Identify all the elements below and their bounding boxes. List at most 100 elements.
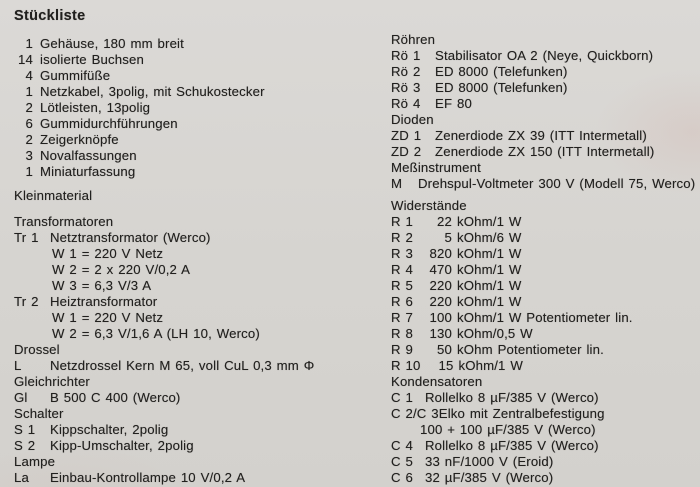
capacitor-row: C 6 32 µF/385 V (Werco)	[391, 470, 697, 486]
component-ref: Tr 2	[14, 294, 39, 309]
component-ref: C 4	[391, 438, 413, 453]
resistor-unit: kOhm/1 W	[457, 278, 522, 293]
part-row: 1 Gehäuse, 180 mm breit	[14, 36, 382, 52]
component-ref: R 2	[391, 230, 413, 245]
component-ref: S 2	[14, 438, 36, 453]
section-heading-schalter: Schalter	[14, 406, 64, 421]
component-ref: R 6	[391, 294, 413, 309]
page-title: Stückliste	[14, 8, 86, 24]
resistor-value: 50	[437, 342, 452, 357]
part-qty: 2	[25, 100, 33, 115]
resistor-row: R 1 22 kOhm/1 W	[391, 214, 697, 230]
part-name: Gummifüße	[40, 68, 111, 83]
resistor-row: R 2 5 kOhm/6 W	[391, 230, 697, 246]
component-desc: Heiztransformator	[50, 294, 158, 309]
section-heading-kondensatoren: Kondensatoren	[391, 374, 483, 389]
component-desc: Kipp-Umschalter, 2polig	[50, 438, 194, 453]
part-qty: 6	[25, 116, 33, 131]
component-ref: C 5	[391, 454, 413, 469]
resistor-value: 470	[429, 262, 452, 277]
winding-spec: W 1 = 220 V Netz	[52, 246, 164, 261]
component-desc: Zenerdiode ZX 39 (ITT Intermetall)	[435, 128, 647, 143]
component-ref: R 1	[391, 214, 413, 229]
component-desc: ED 8000 (Telefunken)	[435, 64, 568, 79]
section-heading-transformatoren: Transformatoren	[14, 214, 114, 229]
part-name: Novalfassungen	[40, 148, 137, 163]
resistor-value: 820	[429, 246, 452, 261]
component-ref: L	[14, 358, 22, 373]
part-qty: 3	[25, 148, 33, 163]
capacitor-row: C 1 Rollelko 8 µF/385 V (Werco)	[391, 390, 697, 406]
component-ref: C 1	[391, 390, 413, 405]
component-ref: R 8	[391, 326, 413, 341]
tube-row: Rö 3 ED 8000 (Telefunken)	[391, 80, 697, 96]
part-row: 6 Gummidurchführungen	[14, 116, 382, 132]
part-name: Lötleisten, 13polig	[40, 100, 151, 115]
capacitor-row-continuation: 100 + 100 µF/385 V (Werco)	[420, 422, 596, 437]
section-heading-dioden: Dioden	[391, 112, 434, 127]
resistor-value: 15	[438, 358, 454, 373]
winding-spec: W 2 = 6,3 V/1,6 A (LH 10, Werco)	[52, 326, 260, 341]
component-ref: La	[14, 470, 29, 485]
component-ref: C 6	[391, 470, 413, 485]
winding-spec: W 3 = 6,3 V/3 A	[52, 278, 152, 293]
component-desc: Einbau-Kontrollampe 10 V/0,2 A	[50, 470, 246, 485]
component-desc: Zenerdiode ZX 150 (ITT Intermetall)	[435, 144, 655, 159]
component-ref: R 9	[391, 342, 413, 357]
resistor-row: R 3 820 kOhm/1 W	[391, 246, 697, 262]
resistor-value: 100	[429, 310, 452, 325]
component-desc: Stabilisator OA 2 (Neye, Quickborn)	[435, 48, 654, 63]
part-row: 1 Miniaturfassung	[14, 164, 382, 180]
resistor-unit: kOhm/1 W	[457, 294, 522, 309]
resistor-unit: kOhm/1 W	[457, 214, 522, 229]
part-qty: 4	[25, 68, 33, 83]
resistor-value: 5	[444, 230, 452, 245]
resistor-row: R 9 50 kOhm Potentiometer lin.	[391, 342, 697, 358]
tube-row: Rö 4 EF 80	[391, 96, 697, 112]
component-ref: C 2/C 3	[391, 406, 439, 421]
component-ref: R 5	[391, 278, 413, 293]
part-name: Zeigerknöpfe	[40, 132, 119, 147]
part-qty: 1	[25, 84, 33, 99]
part-row: 2 Zeigerknöpfe	[14, 132, 382, 148]
part-row: 14 isolierte Buchsen	[14, 52, 382, 68]
tube-row: Rö 2 ED 8000 (Telefunken)	[391, 64, 697, 80]
left-column: Stückliste 1 Gehäuse, 180 mm breit 14 isol…	[14, 8, 382, 486]
part-row: 2 Lötleisten, 13polig	[14, 100, 382, 116]
part-qty: 2	[25, 132, 33, 147]
part-name: Netzkabel, 3polig, mit Schukostecker	[40, 84, 265, 99]
part-qty: 1	[25, 36, 33, 51]
choke-row: L Netzdrossel Kern M 65, voll CuL 0,3 mm …	[14, 358, 382, 374]
component-desc: Netztransformator (Werco)	[50, 230, 211, 245]
component-desc: EF 80	[435, 96, 472, 111]
resistor-row: R 6 220 kOhm/1 W	[391, 294, 697, 310]
component-desc: Rollelko 8 µF/385 V (Werco)	[425, 390, 599, 405]
tube-row: Rö 1 Stabilisator OA 2 (Neye, Quickborn)	[391, 48, 697, 64]
capacitor-row: C 2/C 3Elko mit Zentralbefestigung	[391, 406, 697, 422]
resistor-unit: kOhm/1 W	[458, 358, 523, 373]
switch-row: S 2 Kipp-Umschalter, 2polig	[14, 438, 382, 454]
part-qty: 1	[25, 164, 33, 179]
component-desc: 32 µF/385 V (Werco)	[425, 470, 554, 485]
component-desc: Netzdrossel Kern M 65, voll CuL 0,3 mm Φ	[50, 358, 315, 373]
section-heading-lampe: Lampe	[14, 454, 56, 469]
part-name: Gehäuse, 180 mm breit	[40, 36, 184, 51]
resistor-unit: kOhm/1 W Potentiometer lin.	[457, 310, 633, 325]
section-heading-gleichrichter: Gleichrichter	[14, 374, 90, 389]
winding-spec: W 1 = 220 V Netz	[52, 310, 164, 325]
component-desc: Elko mit Zentralbefestigung	[438, 406, 605, 421]
winding-spec: W 2 = 2 x 220 V/0,2 A	[52, 262, 191, 277]
resistor-row: R 10 15 kOhm/1 W	[391, 358, 697, 374]
component-ref: Tr 1	[14, 230, 39, 245]
rectifier-row: Gl B 500 C 400 (Werco)	[14, 390, 382, 406]
component-ref: Gl	[14, 390, 28, 405]
transformer-row: Tr 2 Heiztransformator	[14, 294, 382, 310]
resistor-value: 220	[429, 278, 452, 293]
component-ref: S 1	[14, 422, 36, 437]
part-name: isolierte Buchsen	[40, 52, 144, 67]
component-ref: M	[391, 176, 403, 191]
capacitor-row: C 5 33 nF/1000 V (Eroid)	[391, 454, 697, 470]
parts-list: 1 Gehäuse, 180 mm breit 14 isolierte Buchs…	[14, 36, 382, 180]
part-qty: 14	[18, 52, 33, 67]
component-ref: Rö 4	[391, 96, 421, 111]
